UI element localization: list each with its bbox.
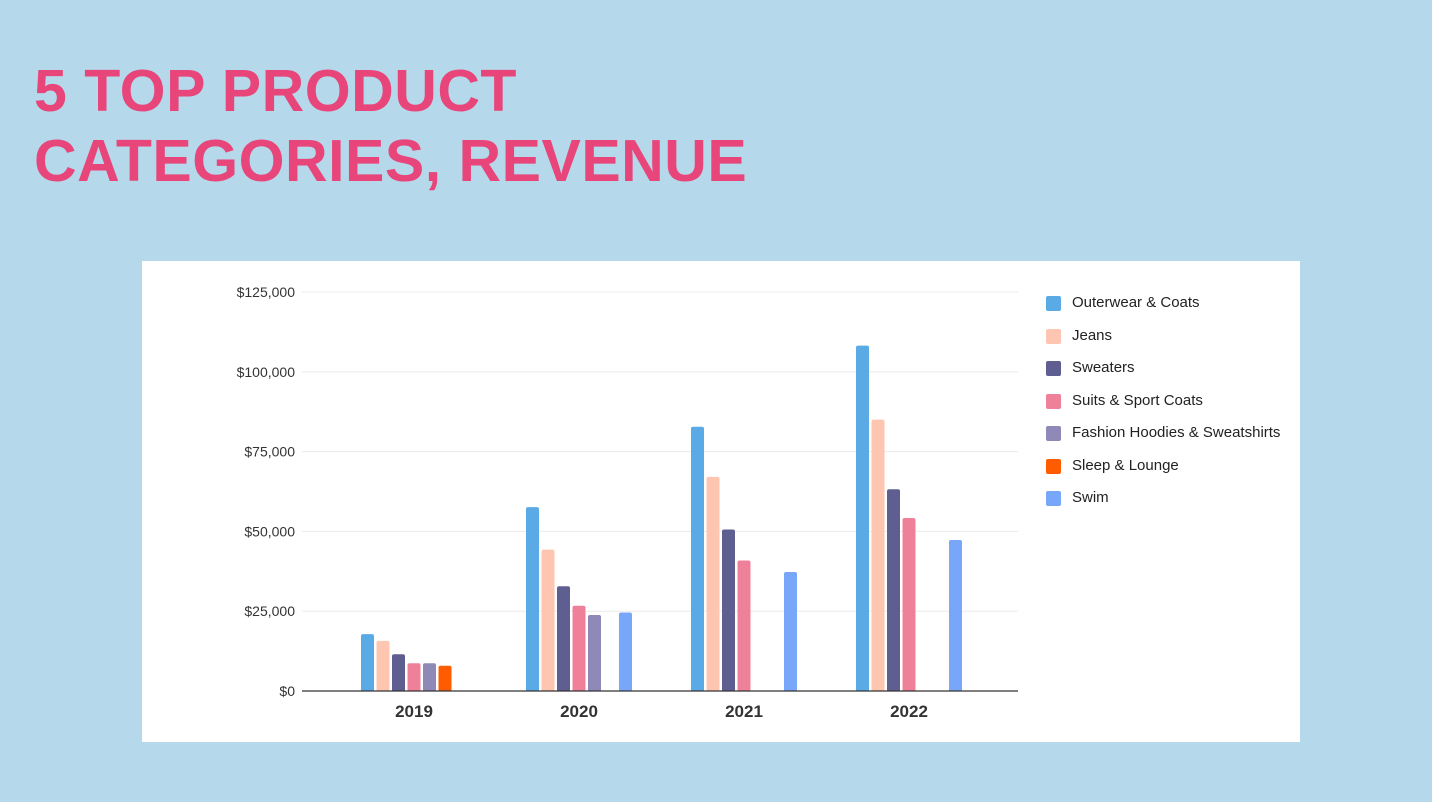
legend-label: Sleep & Lounge (1072, 456, 1179, 474)
bar-outerwear-coats-2022 (856, 345, 869, 691)
y-tick-label: $25,000 (244, 603, 295, 619)
legend-label: Sweaters (1072, 359, 1135, 376)
legend-swatch (1046, 393, 1061, 409)
bar-outerwear-coats-2020 (526, 507, 539, 691)
bar-sweaters-2020 (557, 586, 570, 691)
x-tick-label: 2019 (395, 702, 433, 721)
y-tick-label: $100,000 (237, 364, 296, 380)
legend-swatch (1046, 361, 1061, 376)
legend-swatch (1046, 458, 1061, 474)
bar-outerwear-coats-2021 (691, 426, 704, 691)
y-tick-label: $50,000 (244, 523, 295, 539)
y-tick-label: $75,000 (244, 444, 295, 460)
x-tick-label: 2020 (560, 702, 598, 721)
bar-swim-2021 (784, 571, 797, 691)
bar-jeans-2020 (541, 549, 555, 691)
bar-fashion-hoodies-sweatshirts-2019 (423, 663, 436, 691)
bar-sweaters-2019 (392, 654, 405, 691)
legend-label: Fashion Hoodies & Sweatshirts (1072, 424, 1281, 441)
x-tick-label: 2022 (890, 702, 928, 721)
legend-swatch (1046, 328, 1061, 344)
bar-suits-sport-coats-2019 (407, 663, 421, 691)
bar-jeans-2022 (871, 419, 885, 691)
bar-suits-sport-coats-2022 (902, 517, 916, 691)
chart-legend: Outerwear & Coats Jeans Sweaters Suits & Sp… (1046, 293, 1286, 521)
chart-panel: $0 $25,000 $50,000 $75,000 $100,000 $125,000 2… (142, 261, 1300, 742)
legend-item: Swim (1046, 488, 1286, 508)
legend-item: Jeans (1046, 326, 1286, 346)
y-tick-label: $0 (279, 683, 295, 699)
legend-item: Suits & Sport Coats (1046, 391, 1286, 411)
legend-label: Suits & Sport Coats (1072, 391, 1203, 409)
bar-swim-2020 (619, 612, 632, 691)
slide-title: 5 TOP PRODUCT CATEGORIES, REVENUE (34, 58, 748, 194)
bar-sleep-lounge-2019 (438, 665, 452, 691)
bar-jeans-2019 (376, 640, 390, 691)
y-tick-label: $125,000 (237, 284, 296, 300)
x-tick-label: 2021 (725, 702, 763, 721)
bar-swim-2022 (949, 540, 962, 691)
legend-item: Outerwear & Coats (1046, 293, 1286, 313)
legend-label: Swim (1072, 489, 1109, 506)
bar-sweaters-2021 (722, 529, 735, 691)
legend-swatch (1046, 426, 1061, 441)
bar-sweaters-2022 (887, 489, 900, 691)
legend-swatch (1046, 296, 1061, 311)
bar-chart: $0 $25,000 $50,000 $75,000 $100,000 $125,000 2… (237, 284, 1018, 721)
legend-swatch (1046, 491, 1061, 506)
bar-jeans-2021 (706, 476, 720, 691)
bar-suits-sport-coats-2021 (737, 560, 751, 691)
legend-label: Jeans (1072, 326, 1113, 344)
legend-item: Fashion Hoodies & Sweatshirts (1046, 423, 1286, 443)
legend-item: Sleep & Lounge (1046, 456, 1286, 476)
bar-suits-sport-coats-2020 (572, 605, 586, 691)
bar-outerwear-coats-2019 (361, 634, 374, 691)
legend-label: Outerwear & Coats (1072, 294, 1200, 311)
legend-item: Sweaters (1046, 358, 1286, 378)
bar-fashion-hoodies-sweatshirts-2020 (588, 615, 601, 691)
